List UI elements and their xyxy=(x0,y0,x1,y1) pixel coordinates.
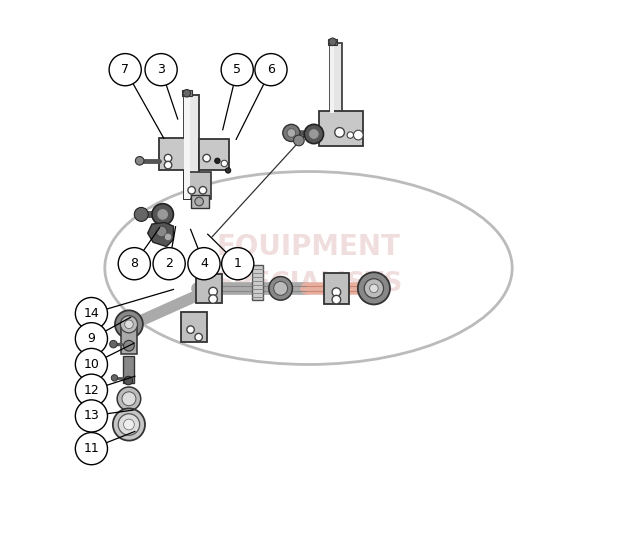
Circle shape xyxy=(308,129,319,139)
Circle shape xyxy=(329,38,336,46)
Circle shape xyxy=(157,209,168,220)
Circle shape xyxy=(209,295,217,303)
Circle shape xyxy=(75,433,107,465)
Circle shape xyxy=(145,54,177,86)
Circle shape xyxy=(75,297,107,330)
Circle shape xyxy=(287,129,296,137)
Circle shape xyxy=(135,157,144,165)
FancyBboxPatch shape xyxy=(328,39,337,45)
Circle shape xyxy=(164,154,172,162)
FancyBboxPatch shape xyxy=(182,90,192,96)
FancyBboxPatch shape xyxy=(330,43,334,113)
Text: 12: 12 xyxy=(83,384,99,397)
Circle shape xyxy=(195,333,202,341)
Text: EQUIPMENT: EQUIPMENT xyxy=(217,233,400,260)
Polygon shape xyxy=(147,222,173,247)
FancyBboxPatch shape xyxy=(330,43,342,113)
FancyBboxPatch shape xyxy=(323,273,349,304)
FancyBboxPatch shape xyxy=(184,95,189,199)
FancyBboxPatch shape xyxy=(199,139,229,170)
Circle shape xyxy=(364,279,384,298)
Text: 7: 7 xyxy=(121,63,129,76)
Circle shape xyxy=(187,326,194,333)
Circle shape xyxy=(304,124,323,144)
FancyBboxPatch shape xyxy=(181,312,207,342)
Circle shape xyxy=(188,187,196,194)
Circle shape xyxy=(221,160,228,167)
Circle shape xyxy=(109,54,141,86)
Circle shape xyxy=(75,374,107,406)
Circle shape xyxy=(332,295,341,304)
Circle shape xyxy=(135,207,148,221)
Circle shape xyxy=(225,168,231,173)
Circle shape xyxy=(222,248,254,280)
Circle shape xyxy=(75,400,107,432)
Circle shape xyxy=(255,54,287,86)
Text: 11: 11 xyxy=(83,442,99,455)
Circle shape xyxy=(183,90,191,97)
Text: 9: 9 xyxy=(88,332,96,345)
Text: 1: 1 xyxy=(234,257,242,270)
Circle shape xyxy=(110,340,117,348)
Circle shape xyxy=(153,248,185,280)
Circle shape xyxy=(117,387,141,411)
Circle shape xyxy=(203,154,210,162)
FancyBboxPatch shape xyxy=(123,356,135,383)
Text: 4: 4 xyxy=(200,257,208,270)
FancyBboxPatch shape xyxy=(319,111,363,146)
Circle shape xyxy=(164,161,172,169)
Text: 14: 14 xyxy=(83,307,99,320)
FancyBboxPatch shape xyxy=(191,195,209,208)
FancyBboxPatch shape xyxy=(184,95,199,199)
Text: 6: 6 xyxy=(267,63,275,76)
Circle shape xyxy=(118,248,151,280)
Circle shape xyxy=(111,375,118,381)
Circle shape xyxy=(122,392,136,406)
Circle shape xyxy=(124,376,133,385)
Circle shape xyxy=(164,233,172,241)
Circle shape xyxy=(354,130,363,140)
Circle shape xyxy=(221,54,254,86)
Text: 8: 8 xyxy=(130,257,138,270)
Circle shape xyxy=(152,204,173,225)
Circle shape xyxy=(199,187,207,194)
FancyBboxPatch shape xyxy=(184,172,211,199)
Circle shape xyxy=(118,414,139,435)
Text: 13: 13 xyxy=(83,410,99,422)
Circle shape xyxy=(120,316,138,333)
Circle shape xyxy=(209,287,217,296)
Circle shape xyxy=(75,348,107,381)
Circle shape xyxy=(215,158,220,163)
Circle shape xyxy=(347,132,354,138)
Circle shape xyxy=(113,408,145,441)
Text: 2: 2 xyxy=(165,257,173,270)
Circle shape xyxy=(156,226,167,237)
Circle shape xyxy=(75,323,107,355)
Circle shape xyxy=(283,124,300,142)
Circle shape xyxy=(195,197,204,206)
FancyBboxPatch shape xyxy=(159,138,185,170)
Text: SPECIALISTS: SPECIALISTS xyxy=(214,271,403,297)
Circle shape xyxy=(335,128,344,137)
Circle shape xyxy=(332,288,341,296)
Circle shape xyxy=(115,310,143,338)
FancyBboxPatch shape xyxy=(252,265,263,300)
Circle shape xyxy=(269,277,292,300)
Circle shape xyxy=(294,135,304,146)
Circle shape xyxy=(123,340,135,351)
Circle shape xyxy=(370,284,378,293)
Circle shape xyxy=(188,248,220,280)
FancyBboxPatch shape xyxy=(196,274,222,303)
Circle shape xyxy=(358,272,390,304)
Circle shape xyxy=(123,419,135,430)
Text: 10: 10 xyxy=(83,358,99,371)
Circle shape xyxy=(125,320,133,329)
Text: 3: 3 xyxy=(157,63,165,76)
Circle shape xyxy=(274,281,288,295)
Text: 5: 5 xyxy=(233,63,241,76)
FancyBboxPatch shape xyxy=(121,327,137,354)
